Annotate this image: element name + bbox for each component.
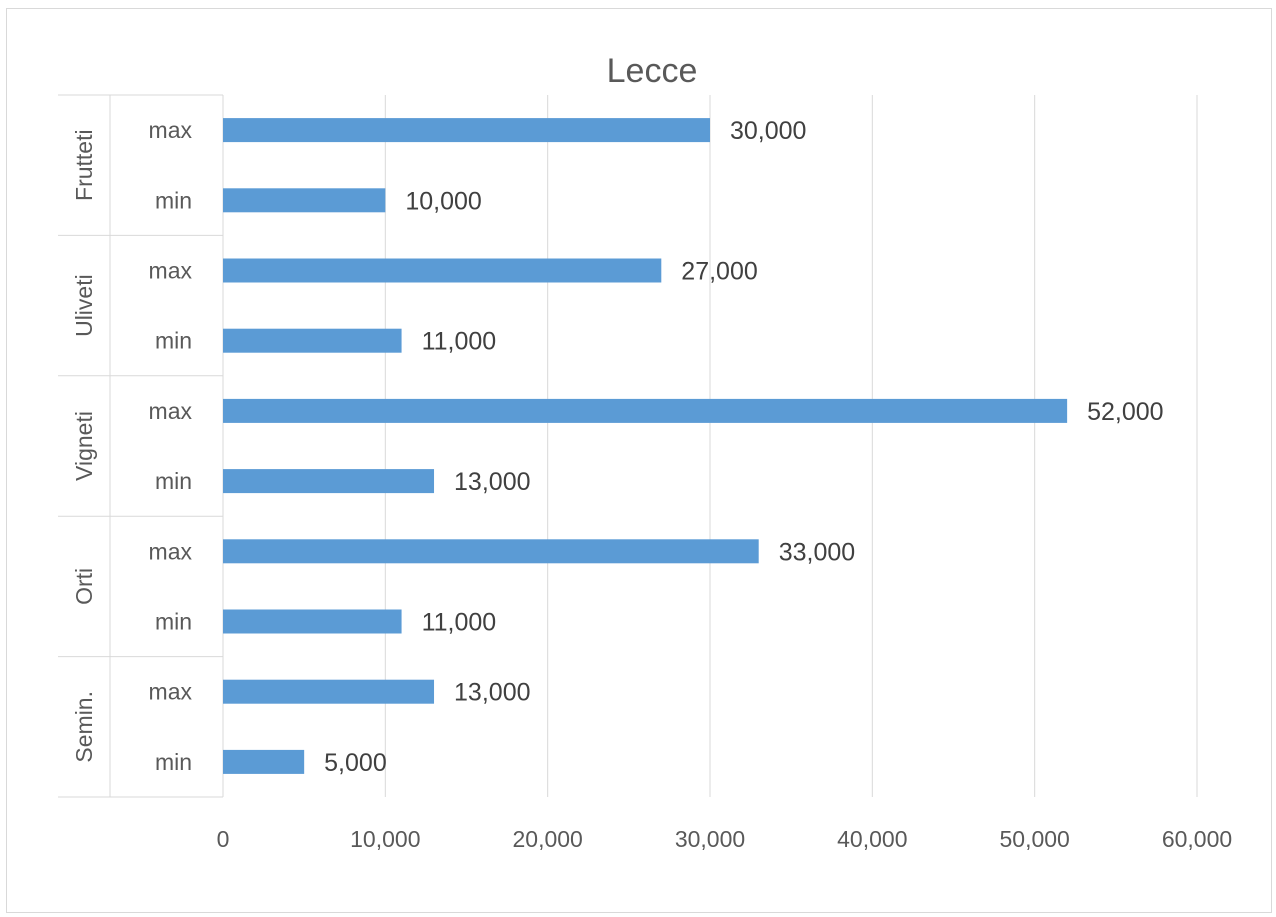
row-label: max [149, 538, 193, 564]
bar [223, 258, 662, 283]
row-label: min [155, 468, 192, 494]
group-label: Uliveti [71, 274, 97, 337]
row-label: min [155, 749, 192, 775]
group-label: Vigneti [71, 411, 97, 481]
group-label: Semin. [71, 691, 97, 763]
labels: 0 10,000 20,000 30,000 40,000 50,000 60,000 Fru… [71, 117, 1232, 852]
bar [223, 398, 1068, 423]
bars [223, 118, 1068, 774]
x-tick-label: 50,000 [999, 826, 1069, 852]
data-label: 52,000 [1087, 398, 1163, 426]
group-label: Orti [71, 568, 97, 605]
data-label: 33,000 [779, 538, 855, 566]
data-label: 5,000 [324, 749, 387, 777]
x-tick-label: 30,000 [675, 826, 745, 852]
row-label: min [155, 328, 192, 354]
bar [223, 328, 402, 353]
chart-frame [6, 8, 1272, 913]
x-tick-label: 10,000 [350, 826, 420, 852]
data-label: 10,000 [405, 187, 481, 215]
row-label: max [149, 679, 193, 705]
bar [223, 679, 435, 704]
group-label: Frutteti [71, 129, 97, 201]
chart-title: Lecce [607, 52, 698, 90]
row-label: max [149, 398, 193, 424]
bar [223, 609, 402, 634]
x-tick-label: 20,000 [512, 826, 582, 852]
data-label: 11,000 [422, 609, 497, 637]
data-label: 13,000 [454, 468, 530, 496]
row-label: max [149, 258, 193, 284]
x-tick-label: 40,000 [837, 826, 907, 852]
x-tick-label: 0 [217, 826, 230, 852]
row-label: min [155, 187, 192, 213]
row-label: min [155, 609, 192, 635]
data-label: 13,000 [454, 679, 530, 707]
bar [223, 188, 386, 213]
bar [223, 469, 435, 494]
data-label: 30,000 [730, 117, 806, 145]
bar [223, 118, 710, 143]
x-tick-label: 60,000 [1162, 826, 1232, 852]
bar [223, 749, 305, 774]
row-label: max [149, 117, 193, 143]
data-label: 27,000 [681, 258, 757, 286]
bar [223, 539, 759, 564]
data-label: 11,000 [422, 328, 497, 356]
